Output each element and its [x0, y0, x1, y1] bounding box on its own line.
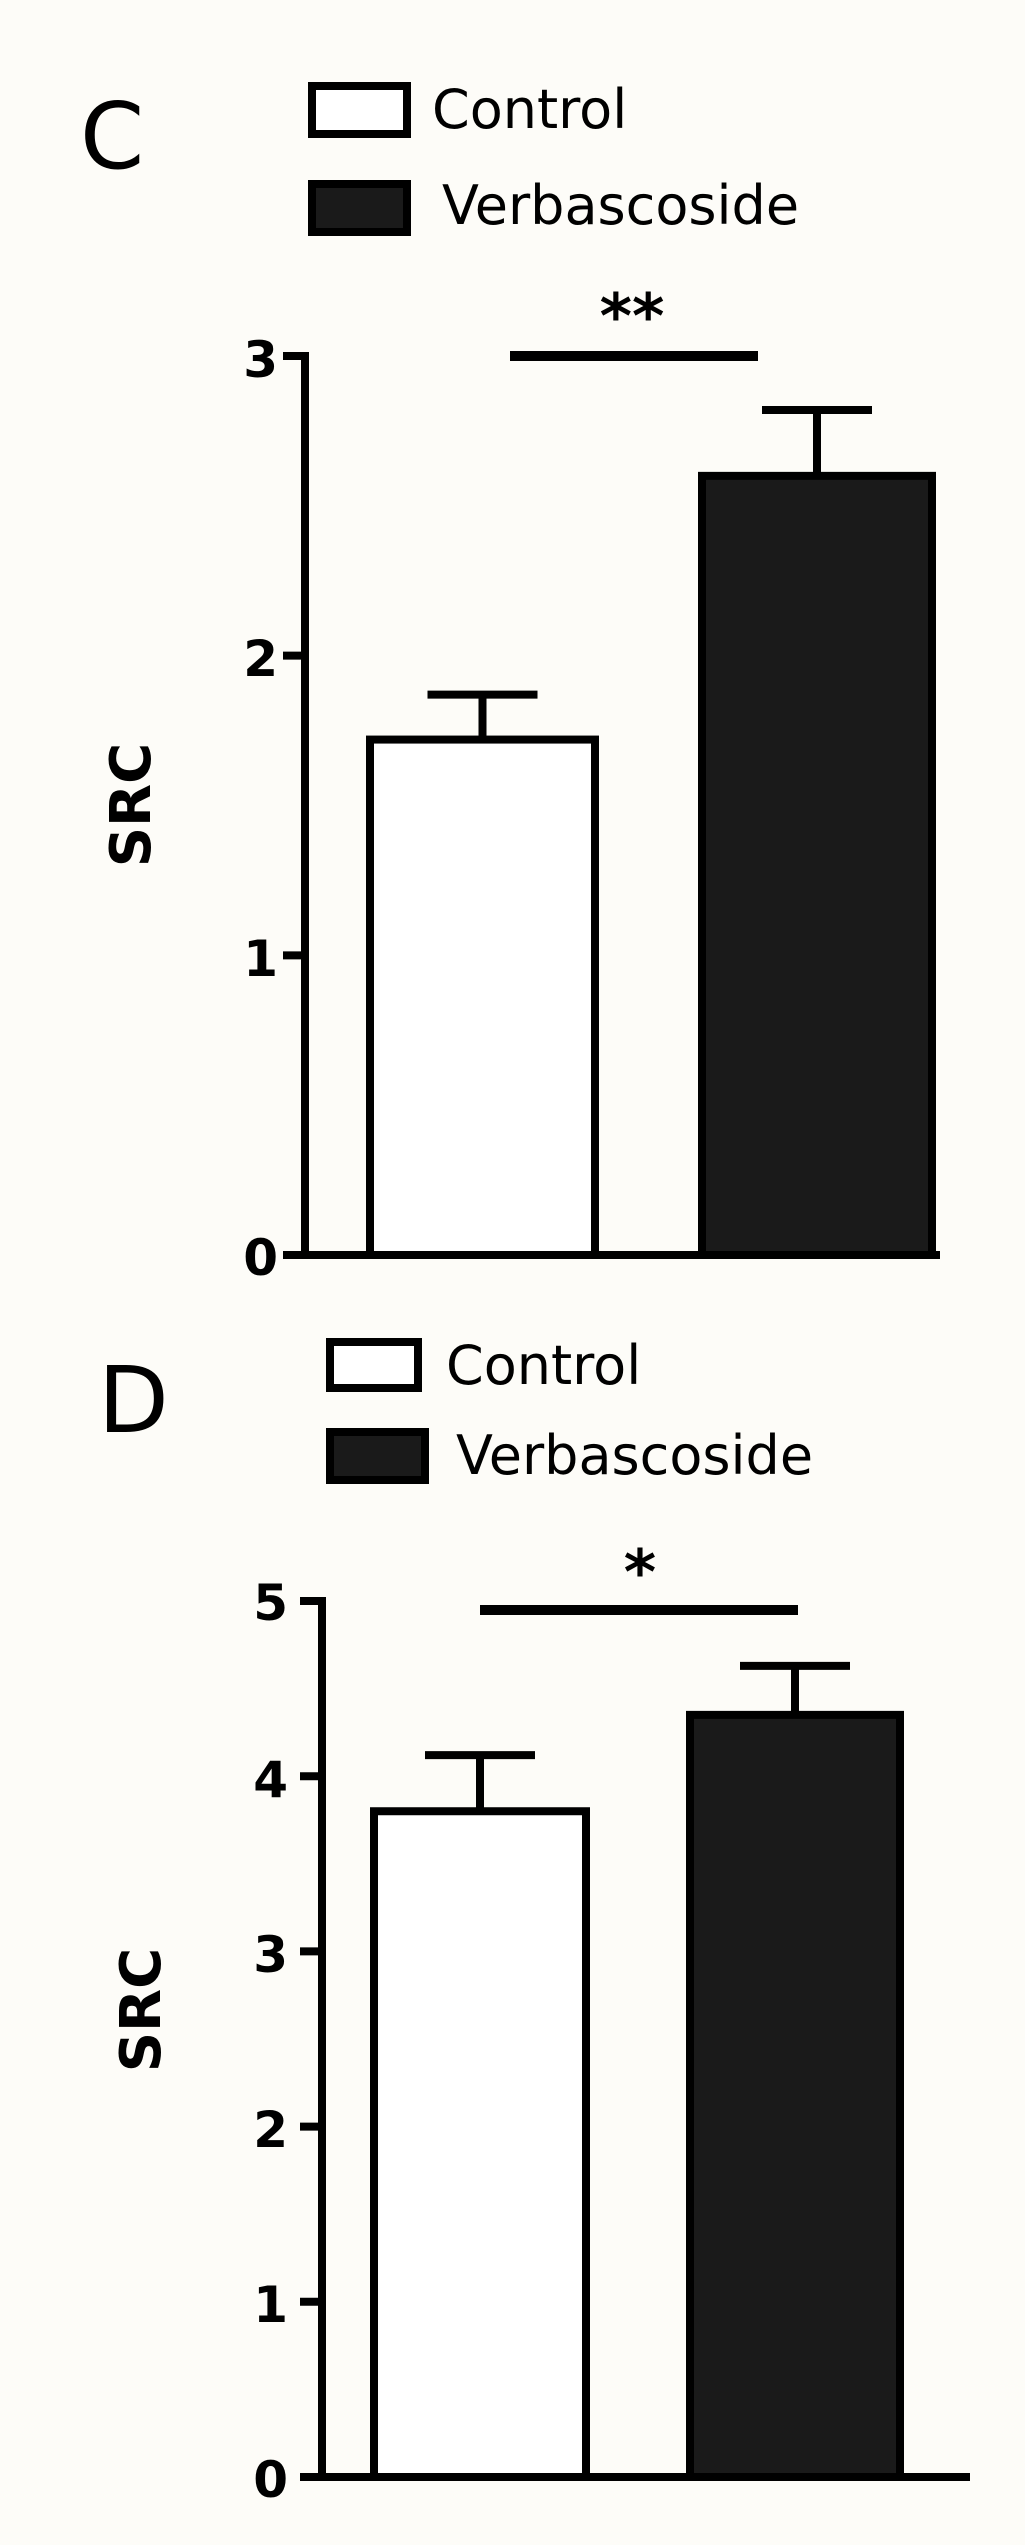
- significance-marker: **: [600, 280, 665, 353]
- legend-swatch-verbascoside: [326, 1428, 429, 1484]
- bar-verbascoside: [686, 1710, 904, 2481]
- y-tick-label: 1: [243, 930, 278, 988]
- panel-c: C Control Verbascoside SRC 3 2 1 0 **: [80, 78, 940, 1287]
- legend-swatch-control: [326, 1338, 422, 1392]
- y-axis-label: SRC: [99, 743, 164, 868]
- significance-marker: *: [624, 1536, 656, 1609]
- y-tick-label: 3: [243, 331, 278, 389]
- y-axis-label: SRC: [109, 1948, 174, 2073]
- panel-letter: D: [98, 1347, 169, 1454]
- y-tick-label: 0: [253, 2451, 288, 2509]
- y-tick-label: 4: [253, 1751, 288, 1809]
- legend-label-control: Control: [432, 78, 627, 141]
- y-tick-label: 1: [253, 2276, 288, 2334]
- y-tick-label: 3: [253, 1926, 288, 1984]
- panel-d: D Control Verbascoside SRC 5 4 3 2 1 0 *: [98, 1334, 970, 2509]
- bar-plot: [300, 1597, 970, 2481]
- legend-swatch-verbascoside: [308, 180, 411, 236]
- bar-control: [370, 1807, 590, 2481]
- legend-label-control: Control: [446, 1334, 641, 1397]
- bar-control: [366, 735, 599, 1259]
- panel-letter: C: [80, 83, 144, 190]
- bar-verbascoside: [698, 471, 936, 1260]
- y-tick-label: 0: [243, 1229, 278, 1287]
- legend-label-verbascoside: Verbascoside: [442, 174, 799, 237]
- legend-swatch-control: [308, 82, 411, 138]
- y-tick-label: 5: [253, 1574, 288, 1632]
- bar-plot: [283, 352, 940, 1260]
- y-tick-label: 2: [253, 2101, 288, 2159]
- legend-label-verbascoside: Verbascoside: [456, 1424, 813, 1487]
- y-tick-label: 2: [243, 630, 278, 688]
